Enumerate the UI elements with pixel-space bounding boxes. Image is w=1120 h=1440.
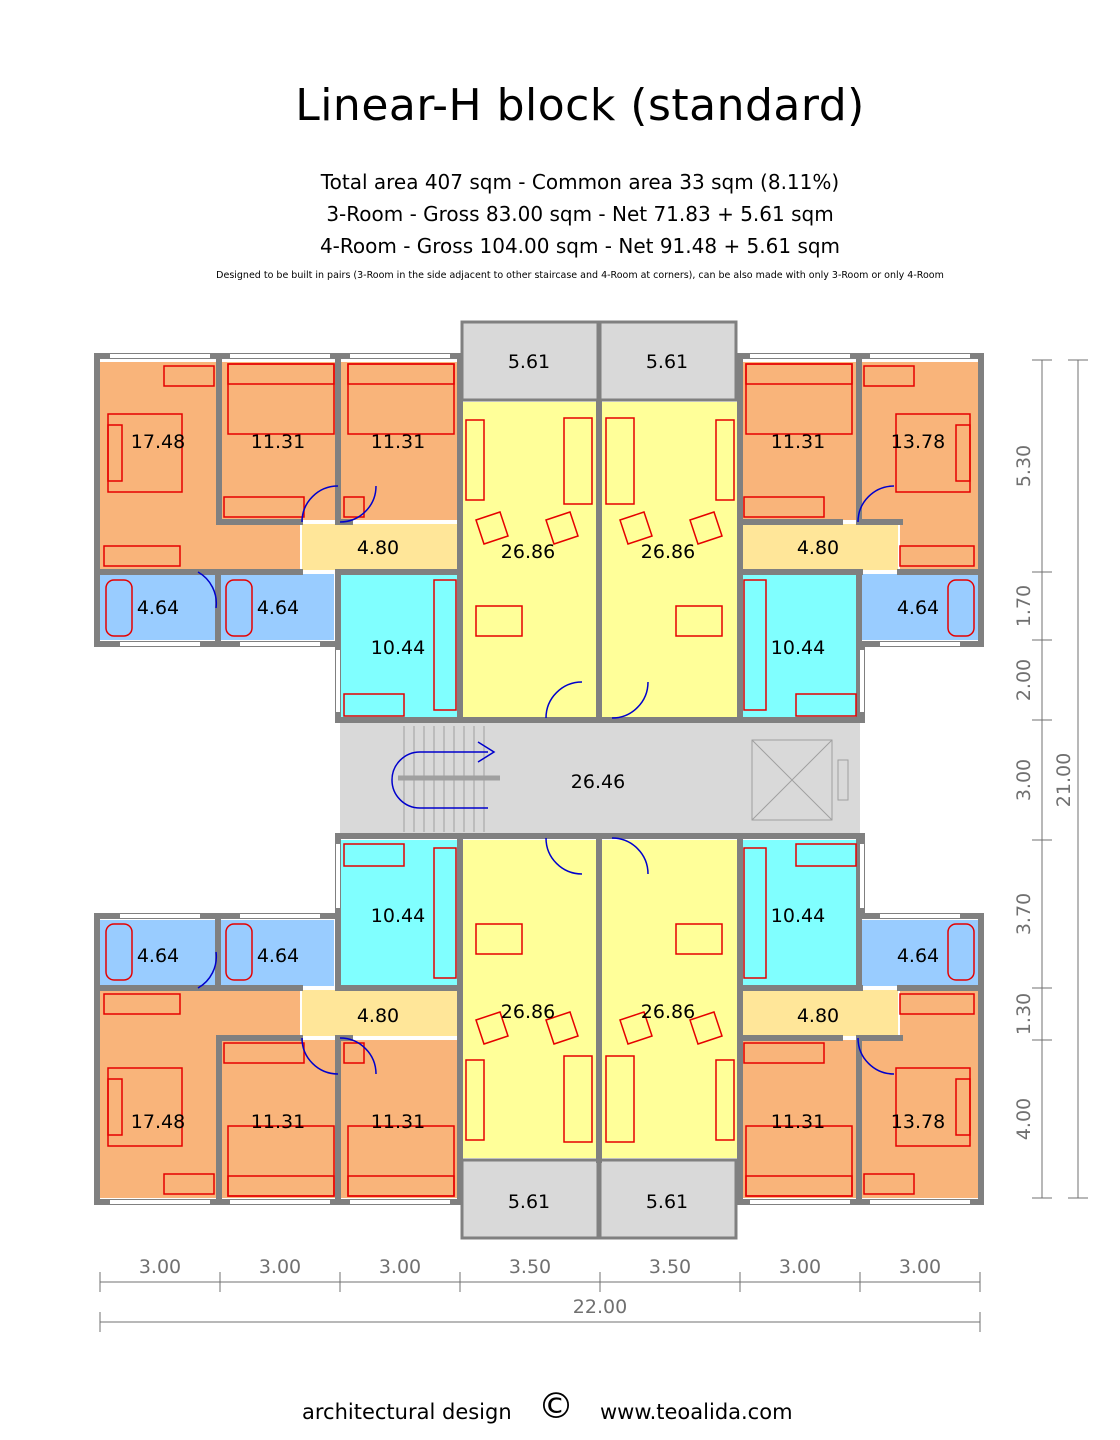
- room-br-kitchen: [740, 840, 858, 988]
- label-bl-bath-a: 4.64: [137, 945, 179, 967]
- room-bl-bed-c: [340, 1040, 458, 1198]
- dim-total-width: 22.00: [573, 1296, 627, 1318]
- label-bl-kitchen: 10.44: [371, 905, 425, 927]
- room-tl-balcony: [462, 322, 598, 400]
- room-tl-bed-c: [340, 362, 458, 520]
- room-tl-bath-b: [220, 574, 334, 640]
- dim-right-2: 1.70: [1013, 585, 1035, 627]
- room-tl-living: [460, 402, 596, 718]
- label-bl-bed-b: 11.31: [251, 1111, 305, 1133]
- room-fills: [100, 322, 978, 1238]
- dim-right-4: 3.00: [1013, 759, 1035, 801]
- room-br-balcony: [600, 1160, 736, 1238]
- design-note: Designed to be built in pairs (3-Room in…: [216, 270, 944, 281]
- dim-bottom-5: 3.50: [649, 1256, 691, 1278]
- wall-tr-int: [737, 353, 984, 723]
- label-tr-bed-b: 13.78: [891, 431, 945, 453]
- room-bl-living: [460, 840, 596, 1158]
- room-tr-balcony: [600, 322, 736, 400]
- area-summary: Total area 407 sqm - Common area 33 sqm …: [320, 170, 840, 194]
- label-br-living: 26.86: [641, 1001, 695, 1023]
- label-bl-bath-b: 4.64: [257, 945, 299, 967]
- room-bl-bed-b: [222, 1040, 336, 1198]
- dim-right-1: 5.30: [1013, 445, 1035, 487]
- label-tr-bath: 4.64: [897, 597, 939, 619]
- room-tl-bed-b: [222, 362, 336, 520]
- room-bl-balcony: [462, 1160, 598, 1238]
- dimension-lines: [99, 359, 1088, 1332]
- label-tl-bath-a: 4.64: [137, 597, 179, 619]
- staircase-drawing: [391, 726, 849, 832]
- four-room-summary: 4-Room - Gross 104.00 sqm - Net 91.48 + …: [319, 234, 841, 258]
- page-title: Linear-H block (standard): [295, 80, 865, 131]
- dim-right-3: 2.00: [1013, 659, 1035, 701]
- label-tr-balcony: 5.61: [646, 351, 688, 373]
- label-tr-bed-a: 11.31: [771, 431, 825, 453]
- room-tr-bath: [862, 574, 978, 640]
- room-bl-kitchen: [340, 840, 458, 988]
- room-labels: 17.48 11.31 11.31 4.80 4.64 4.64 10.44 2…: [131, 351, 945, 1213]
- label-tl-bed-b: 11.31: [251, 431, 305, 453]
- room-br-hall: [740, 990, 898, 1036]
- dim-bottom-6: 3.00: [779, 1256, 821, 1278]
- label-bl-bed-c: 11.31: [371, 1111, 425, 1133]
- label-br-balcony: 5.61: [646, 1191, 688, 1213]
- three-room-summary: 3-Room - Gross 83.00 sqm - Net 71.83 + 5…: [326, 202, 834, 226]
- label-br-bed-b: 13.78: [891, 1111, 945, 1133]
- wall-br-int: [737, 833, 984, 1205]
- room-br-living: [602, 840, 738, 1158]
- label-br-bath: 4.64: [897, 945, 939, 967]
- label-bl-hall: 4.80: [357, 1005, 399, 1027]
- room-bl-bath-b: [220, 920, 334, 986]
- room-br-bed-a: [740, 1040, 858, 1198]
- label-tl-bed-a: 17.48: [131, 431, 185, 453]
- label-br-bed-a: 11.31: [771, 1111, 825, 1133]
- label-br-kitchen: 10.44: [771, 905, 825, 927]
- dim-total-height: 21.00: [1053, 753, 1075, 807]
- label-br-hall: 4.80: [797, 1005, 839, 1027]
- label-tr-kitchen: 10.44: [771, 637, 825, 659]
- label-tl-hall: 4.80: [357, 537, 399, 559]
- room-tl-bath-a: [100, 574, 216, 640]
- footer-left: architectural design: [302, 1400, 512, 1424]
- room-bl-hall: [302, 990, 460, 1036]
- dim-right-6: 1.30: [1013, 993, 1035, 1035]
- room-tl-hall: [302, 524, 460, 570]
- footer-link[interactable]: www.teoalida.com: [600, 1400, 793, 1424]
- dimension-labels: 3.00 3.00 3.00 3.50 3.50 3.00 3.00 22.00…: [139, 445, 1075, 1318]
- dim-right-7: 4.00: [1013, 1098, 1035, 1140]
- label-tl-bath-b: 4.64: [257, 597, 299, 619]
- wall-balcony-bl: [460, 1158, 600, 1240]
- dim-bottom-4: 3.50: [509, 1256, 551, 1278]
- copyright-icon: ©: [538, 1386, 574, 1427]
- room-br-bath: [862, 920, 978, 986]
- room-tr-bed-a: [740, 362, 858, 520]
- wall-tl-int: [97, 353, 463, 723]
- room-bl-bath-a: [100, 920, 216, 986]
- dim-bottom-7: 3.00: [899, 1256, 941, 1278]
- dim-bottom-3: 3.00: [379, 1256, 421, 1278]
- label-tr-hall: 4.80: [797, 537, 839, 559]
- label-bl-living: 26.86: [501, 1001, 555, 1023]
- dim-right-5: 3.70: [1013, 893, 1035, 935]
- wall-balcony-tl: [460, 320, 600, 402]
- label-bl-balcony: 5.61: [508, 1191, 550, 1213]
- label-tl-living: 26.86: [501, 541, 555, 563]
- wall-balcony-tr: [598, 320, 738, 402]
- label-tl-kitchen: 10.44: [371, 637, 425, 659]
- dim-bottom-1: 3.00: [139, 1256, 181, 1278]
- wall-bl-int: [97, 833, 463, 1205]
- label-tl-balcony: 5.61: [508, 351, 550, 373]
- windows: [110, 354, 970, 1204]
- label-tr-living: 26.86: [641, 541, 695, 563]
- label-bl-bed-a: 17.48: [131, 1111, 185, 1133]
- label-stair: 26.46: [571, 771, 625, 793]
- wall-balcony-br: [598, 1158, 738, 1240]
- label-tl-bed-c: 11.31: [371, 431, 425, 453]
- doors: [197, 485, 895, 1075]
- dim-bottom-2: 3.00: [259, 1256, 301, 1278]
- room-tr-hall: [740, 524, 898, 570]
- furniture: [103, 363, 975, 1197]
